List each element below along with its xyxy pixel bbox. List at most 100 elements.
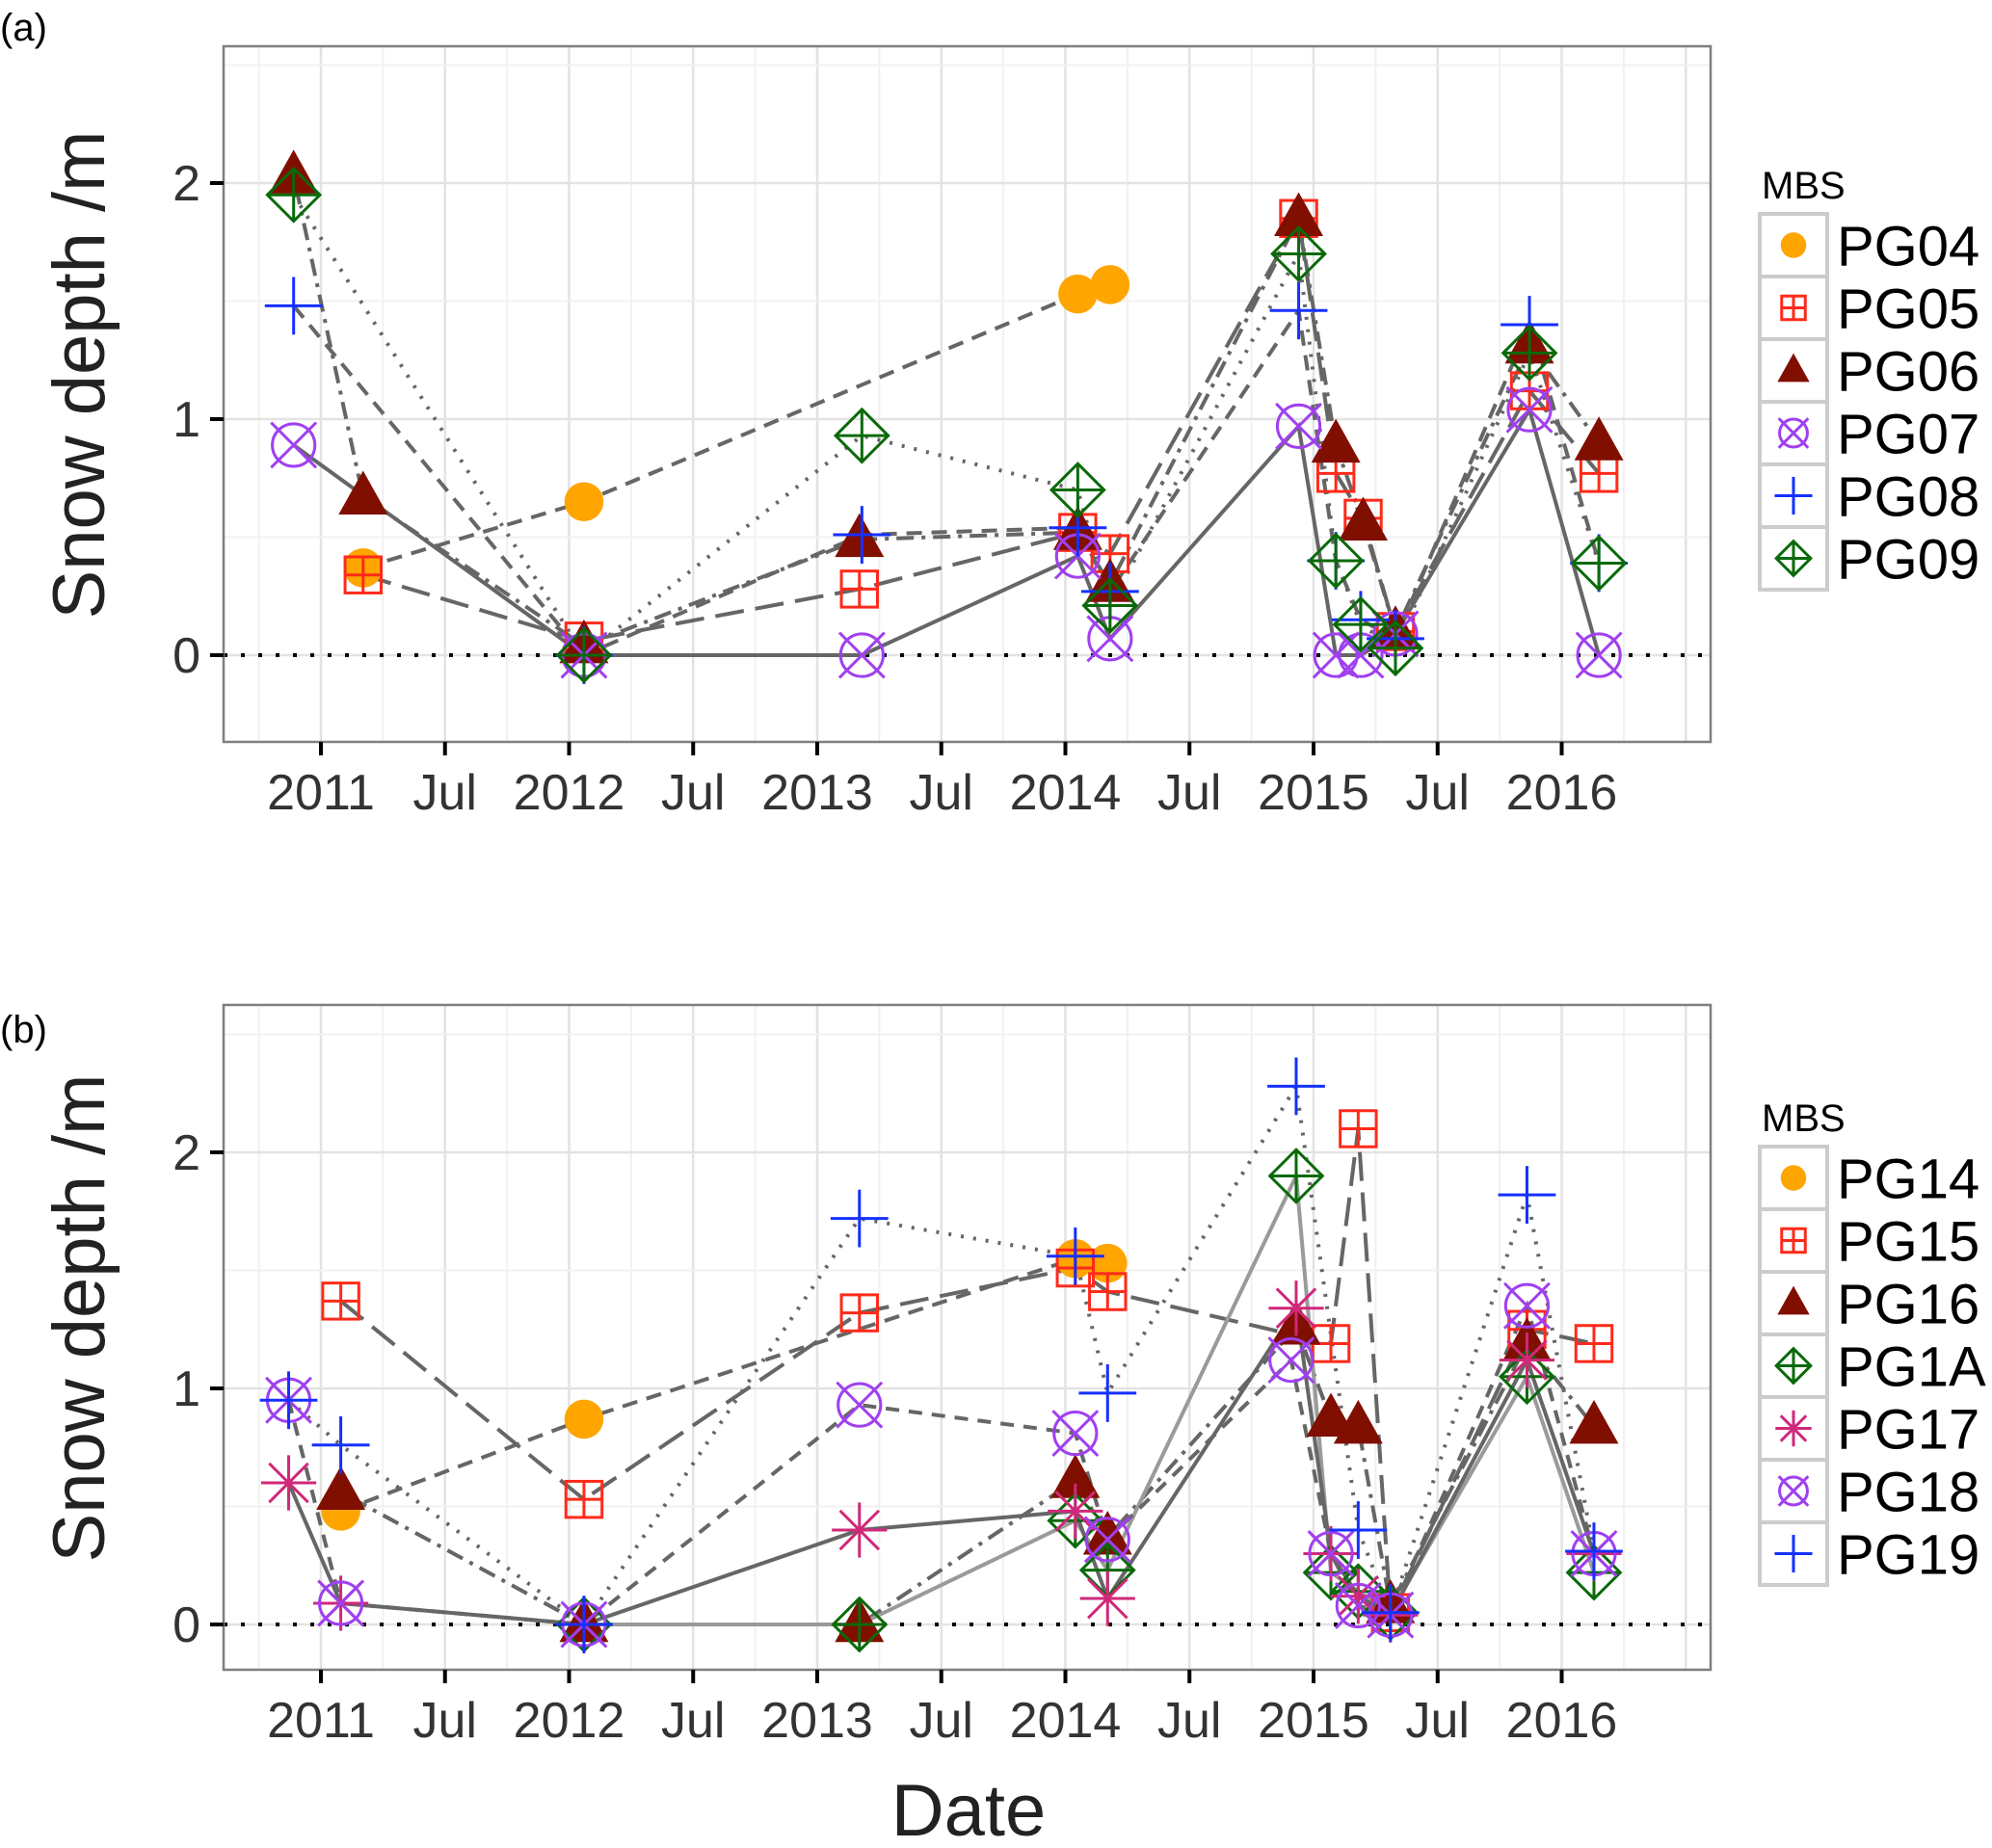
data-point-pg04 xyxy=(1090,265,1130,304)
x-axis-title: Date xyxy=(891,1770,1047,1848)
data-point-pg05 xyxy=(343,555,383,594)
x-tick-label: Jul xyxy=(910,1693,973,1749)
data-point-pg09 xyxy=(1307,532,1365,590)
data-point-pg18 xyxy=(1502,1281,1551,1330)
data-point-pg17 xyxy=(1499,1333,1555,1388)
data-point-pg08 xyxy=(833,506,891,564)
legend-label: PG09 xyxy=(1837,529,1979,592)
panel-label: (a) xyxy=(0,7,47,49)
data-point-pg06 xyxy=(1274,192,1324,236)
legend-key-plus-icon xyxy=(1774,476,1813,515)
data-point-pg07 xyxy=(1275,402,1323,450)
data-point-pg15 xyxy=(321,1281,360,1321)
data-point-pg15 xyxy=(839,1293,879,1333)
legend-item-pg19: PG19 xyxy=(1758,1520,1979,1587)
data-point-pg15 xyxy=(1088,1272,1128,1311)
legend-label: PG1A xyxy=(1837,1336,1986,1399)
x-tick-label: 2012 xyxy=(514,765,625,821)
legend-key-triangle-icon xyxy=(1777,353,1810,383)
data-point-pg19 xyxy=(1498,1166,1556,1224)
legend-label: PG04 xyxy=(1837,216,1979,278)
x-tick-label: Jul xyxy=(1157,1693,1221,1749)
data-point-pg07 xyxy=(837,631,886,679)
data-point-pg07 xyxy=(270,421,318,469)
data-point-pg08 xyxy=(264,277,323,335)
data-point-pg04 xyxy=(564,482,604,522)
data-point-pg04 xyxy=(1058,274,1098,314)
y-axis-title: Snow depth /m xyxy=(39,1074,120,1563)
x-tick-label: 2015 xyxy=(1258,765,1369,821)
data-point-pg19 xyxy=(1329,1501,1388,1559)
x-tick-label: 2011 xyxy=(267,1693,375,1749)
data-point-pg18 xyxy=(1267,1336,1315,1385)
data-point-pg17 xyxy=(1048,1483,1103,1539)
data-point-pg09 xyxy=(833,407,890,464)
series-line-pg15 xyxy=(339,1128,1595,1621)
data-point-pg18 xyxy=(836,1381,884,1429)
legend-label: PG16 xyxy=(1837,1274,1979,1336)
y-tick-label: 2 xyxy=(173,1125,200,1181)
series-line-pg14 xyxy=(339,1256,1108,1514)
data-point-pg15 xyxy=(564,1479,604,1519)
legend-key-plus-icon xyxy=(1774,1534,1813,1573)
legend-key-diamond-plus-icon xyxy=(1774,539,1813,578)
x-tick-label: 2015 xyxy=(1258,1693,1369,1749)
x-tick-label: Jul xyxy=(910,765,973,821)
x-tick-label: Jul xyxy=(413,1693,477,1749)
data-point-pg16 xyxy=(1333,1399,1383,1444)
legend-item-pg18: PG18 xyxy=(1758,1458,1979,1524)
legend-label: PG17 xyxy=(1837,1399,1979,1462)
x-tick-label: Jul xyxy=(661,1693,725,1749)
legend-key-triangle-icon xyxy=(1777,1285,1810,1315)
x-tick-label: Jul xyxy=(413,765,477,821)
x-tick-label: Jul xyxy=(1157,765,1221,821)
data-point-pg09 xyxy=(1367,620,1424,677)
series-line-pg18 xyxy=(286,1300,1596,1627)
legend-item-pg06: PG06 xyxy=(1758,337,1979,404)
data-point-pg06 xyxy=(1311,418,1361,463)
data-point-pg19 xyxy=(830,1189,889,1248)
legend-item-pg15: PG15 xyxy=(1758,1207,1979,1274)
x-tick-label: 2013 xyxy=(761,1693,873,1749)
data-point-pg05 xyxy=(839,569,879,609)
legend-label: PG18 xyxy=(1837,1462,1979,1524)
data-point-pg16 xyxy=(1082,1511,1132,1555)
data-point-pg19 xyxy=(1565,1522,1623,1580)
data-point-pg09 xyxy=(1081,577,1139,634)
legend-key-circle-icon xyxy=(1780,1165,1807,1191)
y-tick-label: 0 xyxy=(173,628,200,684)
data-point-pg14 xyxy=(564,1399,604,1439)
y-tick-label: 1 xyxy=(173,1361,200,1417)
y-tick-label: 1 xyxy=(173,392,200,448)
x-tick-label: 2016 xyxy=(1506,1693,1618,1749)
panel-a: (a) 0 1 2 2011 Jul 2012 Jul 2013 Jul 2014 Jul 2015 Ju… xyxy=(0,7,1979,821)
plot-border xyxy=(222,1003,1713,1672)
legend-label: PG19 xyxy=(1837,1524,1979,1587)
data-point-pg06 xyxy=(338,470,388,515)
legend-item-pg05: PG05 xyxy=(1758,275,1979,341)
data-point-pg1a xyxy=(831,1596,889,1653)
series-line-pg06 xyxy=(291,175,1601,648)
data-point-pg16 xyxy=(1306,1392,1356,1438)
data-point-pg18 xyxy=(317,1579,365,1627)
y-tick-label: 0 xyxy=(173,1597,200,1653)
data-point-pg09 xyxy=(1501,324,1558,382)
x-tick-label: 2014 xyxy=(1010,1693,1122,1749)
data-point-pg19 xyxy=(1267,1057,1325,1116)
data-point-pg17 xyxy=(832,1502,888,1558)
x-tick-label: 2012 xyxy=(514,1693,625,1749)
legend-item-pg04: PG04 xyxy=(1758,212,1979,278)
data-point-pg09 xyxy=(1570,535,1628,592)
data-point-pg06 xyxy=(1339,496,1388,541)
legend-label: PG07 xyxy=(1837,404,1979,466)
legend-title: MBS xyxy=(1762,1097,1846,1140)
legend-key-square-plus-icon xyxy=(1780,294,1807,322)
panel-label: (b) xyxy=(0,1009,47,1051)
legend-label: PG14 xyxy=(1837,1148,1979,1211)
x-tick-label: 2011 xyxy=(267,765,375,821)
data-point-pg17 xyxy=(260,1455,317,1511)
data-point-pg09 xyxy=(1049,462,1106,518)
